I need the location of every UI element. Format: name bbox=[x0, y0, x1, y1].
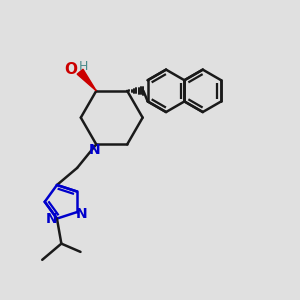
Text: O: O bbox=[64, 62, 77, 77]
Text: H: H bbox=[78, 60, 88, 73]
Text: N: N bbox=[89, 143, 100, 157]
Text: N: N bbox=[46, 212, 58, 226]
Text: N: N bbox=[76, 207, 88, 221]
Polygon shape bbox=[77, 69, 96, 91]
